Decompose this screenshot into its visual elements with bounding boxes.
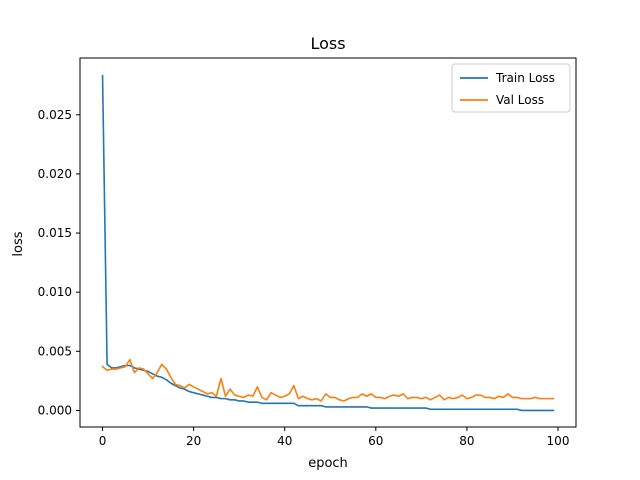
y-axis-title: loss [11,231,26,256]
y-tick-label: 0.000 [38,403,72,417]
x-tick-label: 40 [277,434,292,448]
y-tick-label: 0.010 [38,285,72,299]
y-tick-label: 0.025 [38,108,72,122]
x-tick-label: 20 [186,434,201,448]
x-axis-title: epoch [308,456,348,471]
legend: Train Loss Val Loss [451,63,571,113]
series-line-val-loss [101,358,555,402]
y-tick-label: 0.005 [38,344,72,358]
y-tick-label: 0.020 [38,167,72,181]
x-tick-label: 60 [368,434,383,448]
x-tick-label: 100 [547,434,570,448]
y-tick-label: 0.015 [38,226,72,240]
chart-title: Loss [310,34,345,53]
axis-ticks: 0 20 40 60 80 100 0.000 0.005 0.010 0.015 0.020 0.0… [38,108,570,448]
x-tick-label: 80 [459,434,474,448]
plot-frame [79,57,577,428]
series-line-train-loss [101,74,555,412]
x-tick-label: 0 [99,434,107,448]
legend-label: Train Loss [495,71,555,85]
legend-label: Val Loss [496,93,544,107]
